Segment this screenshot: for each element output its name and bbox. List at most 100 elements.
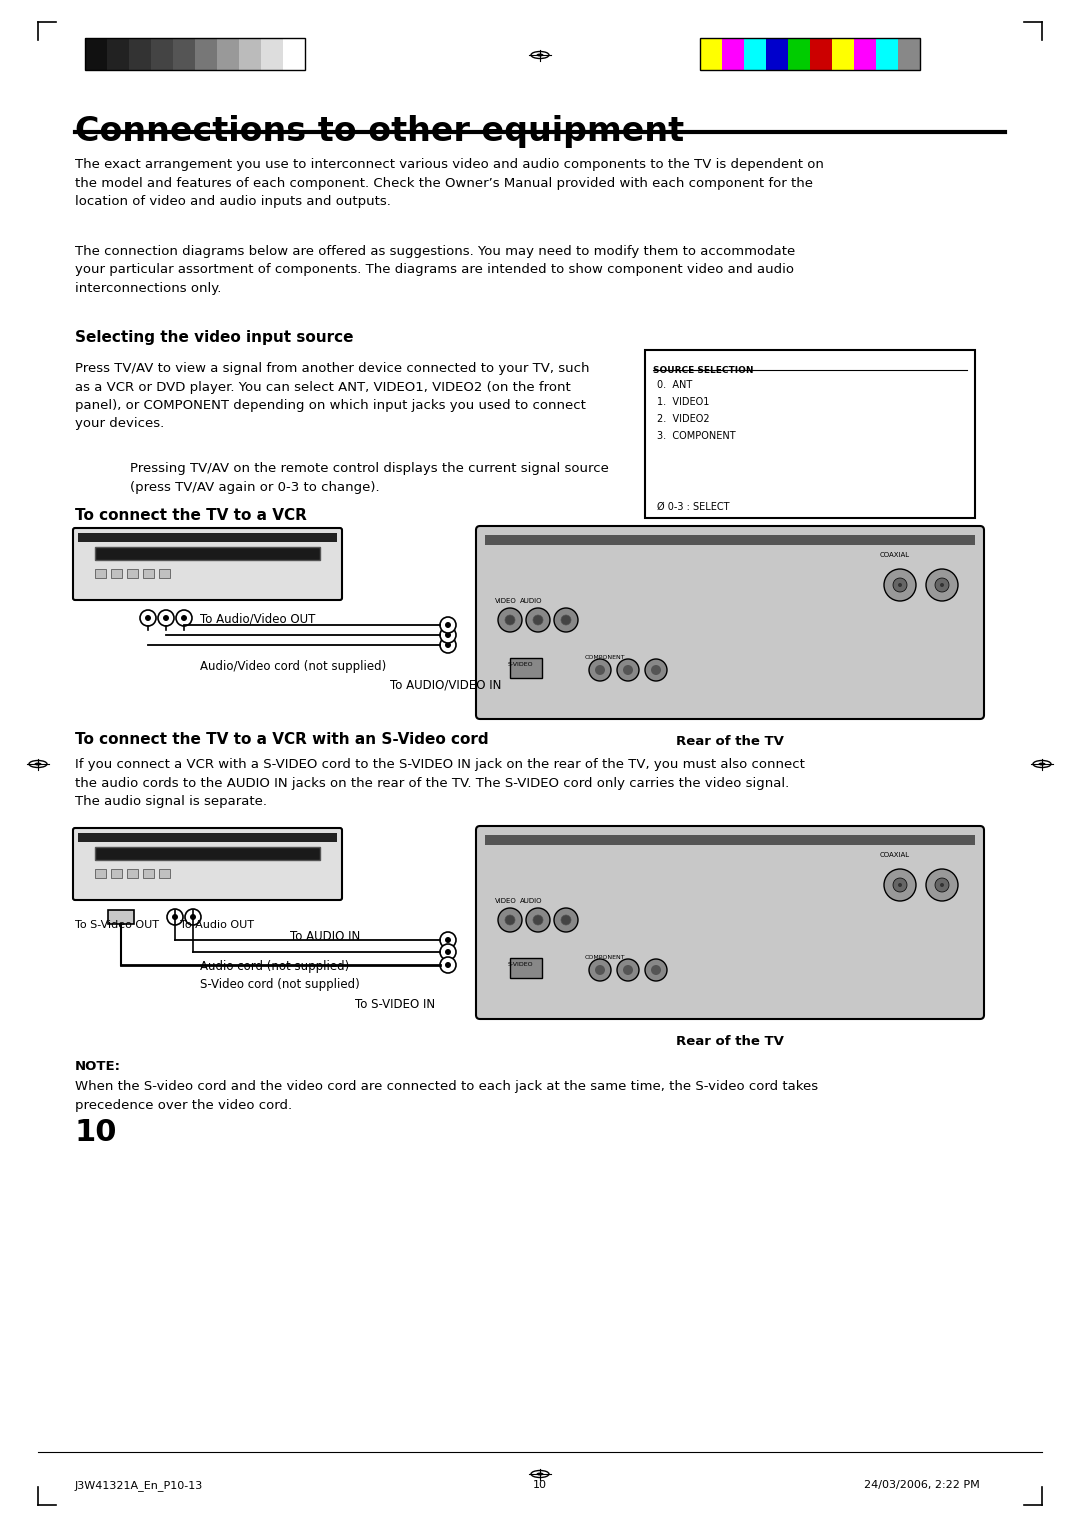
Circle shape	[498, 908, 522, 932]
Circle shape	[158, 610, 174, 626]
Text: To AUDIO IN: To AUDIO IN	[291, 931, 361, 943]
Circle shape	[445, 642, 451, 648]
Text: The exact arrangement you use to interconnect various video and audio components: The exact arrangement you use to interco…	[75, 157, 824, 208]
Text: SOURCE SELECTION: SOURCE SELECTION	[653, 367, 754, 374]
Bar	[832, 38, 854, 70]
Bar	[700, 38, 920, 70]
Circle shape	[940, 883, 944, 886]
Circle shape	[617, 659, 639, 681]
Circle shape	[595, 966, 605, 975]
Text: To Audio/Video OUT: To Audio/Video OUT	[200, 613, 315, 625]
Circle shape	[505, 614, 515, 625]
Circle shape	[645, 960, 667, 981]
Circle shape	[651, 966, 661, 975]
Bar	[95, 869, 106, 879]
Circle shape	[190, 914, 195, 920]
Bar	[261, 38, 283, 70]
Bar	[723, 38, 744, 70]
Text: To S-VIDEO IN: To S-VIDEO IN	[355, 998, 435, 1012]
Bar	[108, 911, 134, 924]
Bar	[283, 38, 305, 70]
Bar	[129, 38, 151, 70]
Bar	[78, 533, 337, 542]
Bar	[876, 38, 897, 70]
Circle shape	[935, 578, 949, 591]
Bar	[127, 568, 138, 578]
Bar	[788, 38, 810, 70]
Circle shape	[140, 610, 156, 626]
Bar	[78, 833, 337, 842]
Circle shape	[526, 608, 550, 633]
FancyBboxPatch shape	[476, 827, 984, 1019]
Text: COAXIAL: COAXIAL	[880, 853, 910, 859]
FancyBboxPatch shape	[73, 529, 342, 601]
Bar	[95, 547, 320, 559]
Text: 1.  VIDEO1: 1. VIDEO1	[657, 397, 710, 406]
Text: 3.  COMPONENT: 3. COMPONENT	[657, 431, 735, 442]
Circle shape	[440, 637, 456, 652]
Circle shape	[534, 915, 543, 924]
Circle shape	[445, 937, 451, 943]
Circle shape	[554, 908, 578, 932]
Circle shape	[561, 614, 571, 625]
Text: VIDEO: VIDEO	[495, 898, 516, 905]
Ellipse shape	[1039, 762, 1045, 766]
Circle shape	[617, 960, 639, 981]
Circle shape	[445, 949, 451, 955]
Bar	[897, 38, 920, 70]
Circle shape	[498, 608, 522, 633]
Bar	[85, 38, 305, 70]
Circle shape	[926, 869, 958, 902]
Ellipse shape	[531, 52, 549, 58]
Text: 10: 10	[534, 1481, 546, 1490]
Circle shape	[505, 915, 515, 924]
Circle shape	[561, 915, 571, 924]
Ellipse shape	[537, 1473, 543, 1476]
Text: J3W41321A_En_P10-13: J3W41321A_En_P10-13	[75, 1481, 203, 1491]
Circle shape	[897, 883, 902, 886]
Circle shape	[623, 966, 633, 975]
Bar	[95, 847, 320, 860]
Text: 2.  VIDEO2: 2. VIDEO2	[657, 414, 710, 423]
Bar	[151, 38, 173, 70]
Text: COMPONENT: COMPONENT	[585, 955, 625, 960]
Bar	[159, 869, 170, 879]
Text: Selecting the video input source: Selecting the video input source	[75, 330, 353, 345]
Text: COAXIAL: COAXIAL	[880, 552, 910, 558]
Circle shape	[940, 584, 944, 587]
Bar	[85, 38, 107, 70]
Circle shape	[145, 614, 151, 620]
Text: AUDIO: AUDIO	[519, 898, 542, 905]
Circle shape	[589, 659, 611, 681]
Circle shape	[440, 617, 456, 633]
Text: To S-Video OUT: To S-Video OUT	[75, 920, 159, 931]
Bar	[485, 834, 975, 845]
Bar	[143, 869, 154, 879]
Bar	[766, 38, 788, 70]
Circle shape	[885, 568, 916, 601]
Bar	[217, 38, 239, 70]
Text: COMPONENT: COMPONENT	[585, 656, 625, 660]
Text: When the S-video cord and the video cord are connected to each jack at the same : When the S-video cord and the video cord…	[75, 1080, 819, 1111]
Bar	[645, 350, 975, 518]
Circle shape	[589, 960, 611, 981]
Circle shape	[926, 568, 958, 601]
Text: AUDIO: AUDIO	[519, 597, 542, 604]
Circle shape	[893, 879, 907, 892]
Circle shape	[181, 614, 187, 620]
Bar	[111, 869, 122, 879]
Bar	[239, 38, 261, 70]
Bar	[127, 869, 138, 879]
Circle shape	[893, 578, 907, 591]
Ellipse shape	[35, 762, 41, 766]
Bar	[143, 568, 154, 578]
Bar	[485, 535, 975, 545]
Text: Audio cord (not supplied): Audio cord (not supplied)	[200, 960, 349, 973]
Circle shape	[935, 879, 949, 892]
Circle shape	[440, 944, 456, 960]
Circle shape	[172, 914, 178, 920]
Text: 24/03/2006, 2:22 PM: 24/03/2006, 2:22 PM	[864, 1481, 980, 1490]
Bar	[173, 38, 195, 70]
Text: VIDEO: VIDEO	[495, 597, 516, 604]
Bar	[810, 38, 832, 70]
